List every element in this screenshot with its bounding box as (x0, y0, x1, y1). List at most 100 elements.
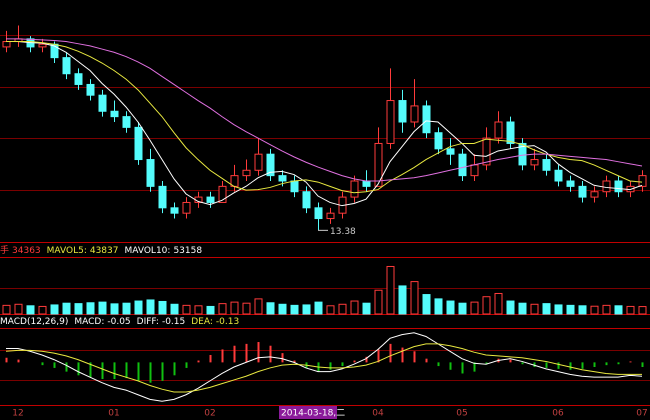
volume-bar (482, 296, 491, 315)
candle-body (398, 100, 407, 123)
volume-bar (182, 304, 191, 315)
volume-bar (386, 265, 395, 315)
header-label: DEA: (191, 317, 213, 327)
candle-body (470, 164, 479, 177)
candle-body (554, 169, 563, 182)
volume-bar (110, 303, 119, 315)
macd-line (5, 343, 642, 393)
candle-body (410, 105, 419, 123)
x-tick-label: 05 (456, 409, 467, 419)
volume-bar (230, 301, 239, 315)
candle-body (614, 180, 623, 193)
volume-bar (434, 298, 443, 315)
candle-body (254, 153, 263, 171)
candle-body (590, 191, 599, 198)
volume-bar (362, 302, 371, 315)
candle-body (374, 142, 383, 187)
volume-bar (638, 306, 647, 315)
candle-body (182, 201, 191, 214)
volume-bar (242, 302, 251, 315)
candle-body (446, 148, 455, 155)
candle-body (638, 175, 647, 187)
candle-body (314, 207, 323, 220)
volume-bar (590, 305, 599, 315)
header-label: MACD: (74, 317, 104, 327)
x-tick-label: 12 (12, 409, 23, 419)
header-label: DIFF: (137, 317, 159, 327)
macd-header: MACD(12,26,9) MACD: -0.05 DIFF: -0.15 DEA: -0.… (0, 317, 239, 327)
candle-body (146, 159, 155, 187)
candle-body (266, 153, 275, 177)
x-tick-label: 02 (204, 409, 215, 419)
volume-bar (122, 302, 131, 315)
moving-average-line (6, 41, 643, 207)
moving-average-line (6, 38, 643, 182)
candle-body (74, 73, 83, 85)
candle-body (38, 43, 47, 48)
low-marker-label: 13.38 (330, 227, 356, 237)
candle-body (98, 94, 107, 112)
volume-header: 手 34363 MAVOL5: 43837 MAVOL10: 53158 (0, 244, 202, 256)
header-text: 手 34363 MAVOL5: 43837 MAVOL10: 53158 (0, 244, 202, 256)
volume-bar (626, 305, 635, 315)
candle-body (422, 105, 431, 134)
volume-bar (614, 305, 623, 315)
candle-body (566, 180, 575, 187)
x-tick-label: 2014-03-18,二 (281, 409, 345, 419)
volume-bar (350, 300, 359, 315)
volume-bar (494, 292, 503, 315)
candle-body (278, 175, 287, 182)
header-text: MACD(12,26,9) MACD: -0.05 DIFF: -0.15 DEA: -0.… (0, 317, 239, 327)
volume-bar (446, 300, 455, 315)
volume-bar (458, 302, 467, 315)
volume-bar (338, 303, 347, 315)
volume-bar (530, 303, 539, 315)
volume-bar (470, 301, 479, 315)
candle-body (206, 196, 215, 203)
volume-bar (290, 304, 299, 315)
volume-bar (278, 303, 287, 315)
volume-bar (266, 302, 275, 315)
volume-bar (134, 300, 143, 315)
x-tick-label: 04 (372, 409, 384, 419)
x-tick-label: 06 (552, 409, 564, 419)
candle-body (302, 191, 311, 209)
candle-body (242, 169, 251, 177)
moving-average-line (6, 41, 643, 194)
candle-body (518, 142, 527, 166)
header-value: 43837 (90, 246, 119, 256)
volume-bar (410, 281, 419, 315)
candle-body (290, 180, 299, 193)
candle-body (434, 132, 443, 150)
candle-body (326, 212, 335, 220)
panel-borders (0, 242, 650, 406)
header-value: 34363 (12, 246, 41, 256)
header-value: 53158 (173, 246, 202, 256)
volume-bar (602, 304, 611, 315)
volume-bar (26, 305, 35, 315)
header-label: MAVOL5: (47, 246, 87, 256)
volume-bar (86, 302, 95, 315)
candle-body (386, 100, 395, 144)
grid (0, 35, 650, 381)
header-label: 手 (0, 244, 9, 256)
macd-line (6, 332, 643, 402)
volume-bar (554, 304, 563, 315)
x-tick-label: 01 (108, 409, 119, 419)
volume-bar (206, 305, 215, 315)
candle-body (350, 180, 359, 198)
candle-body (542, 159, 551, 171)
volume-bar (398, 285, 407, 315)
volume-bar (2, 304, 11, 315)
volume-bar (326, 305, 335, 315)
candle-body (506, 121, 515, 144)
volume-bar (314, 301, 323, 315)
volume-bar (38, 305, 47, 315)
volume-bar (422, 294, 431, 315)
volume-bar (302, 304, 311, 315)
volume-bar (218, 303, 227, 315)
volume-bar (170, 303, 179, 315)
header-label: MACD(12,26,9) (0, 317, 68, 327)
crosshair-date-box (279, 406, 337, 419)
